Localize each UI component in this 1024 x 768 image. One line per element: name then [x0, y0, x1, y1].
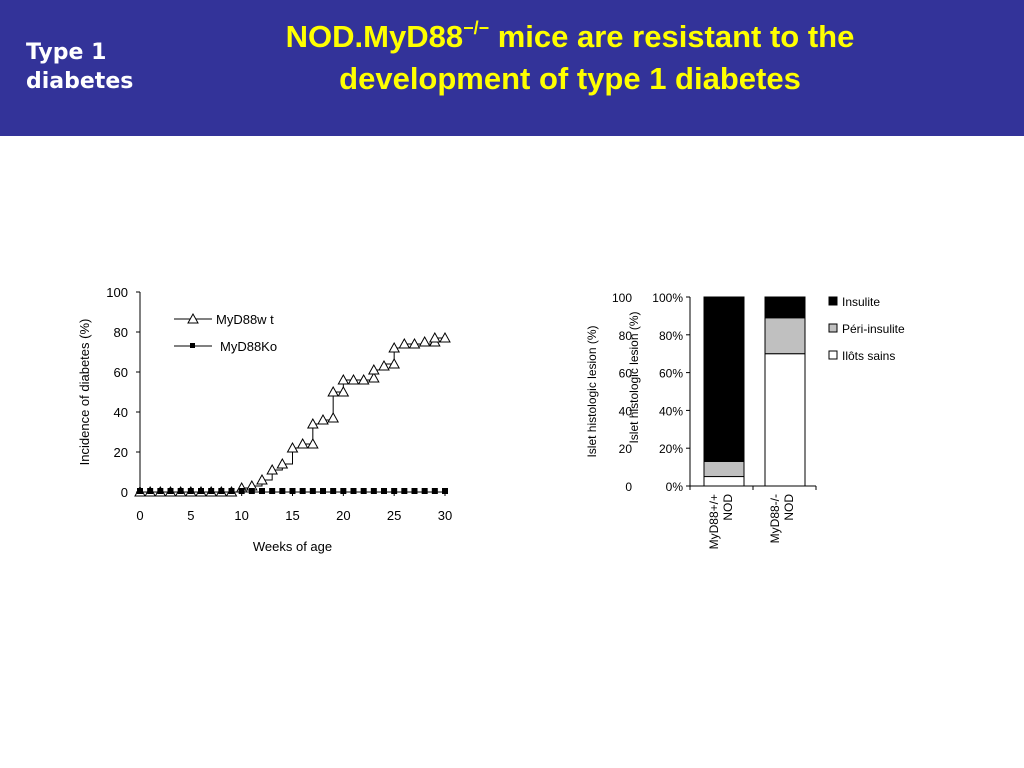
x-tick-label: 30 [438, 508, 452, 523]
data-point-myd88-ko [218, 488, 224, 494]
x-tick-label: 0 [136, 508, 143, 523]
diabetes-incidence-chart: 0 20 40 60 80 100 0 5 10 15 20 25 30 Weeks of age Inci… [60, 270, 480, 570]
data-point-myd88-ko [361, 488, 367, 494]
title-rest: mice are resistant to the [489, 19, 854, 54]
data-point-myd88-ko [300, 488, 306, 494]
data-point-myd88-ko [290, 488, 296, 494]
data-point-myd88-ko [340, 488, 346, 494]
x-tick-label: 15 [285, 508, 299, 523]
y-tick-label-right: 100% [652, 291, 683, 305]
section-label-line1: Type 1 [26, 38, 133, 67]
data-point-myd88-ko [269, 488, 275, 494]
bar-segment-p-ri-insulite [765, 318, 805, 354]
section-label: Type 1 diabetes [26, 38, 133, 96]
legend-marker-myd88-ko [190, 343, 195, 348]
y-tick-label: 40 [114, 405, 128, 420]
y-tick-label: 20 [114, 445, 128, 460]
y-axis-label: Islet histologic lesion (%) [585, 325, 599, 457]
data-point-myd88-ko [432, 488, 438, 494]
x-tick-label: 25 [387, 508, 401, 523]
data-point-myd88-ko [401, 488, 407, 494]
slide-title: NOD.MyD88−/− mice are resistant to the d… [230, 16, 910, 100]
y-tick-label-right: 60% [659, 367, 683, 381]
x-tick-label: 5 [187, 508, 194, 523]
legend-swatch [829, 324, 837, 332]
data-point-myd88-ko [168, 488, 174, 494]
series-line-myd88-wt [140, 338, 445, 492]
data-point-myd88-wt [420, 337, 430, 346]
y-tick-label-left: 100 [612, 291, 632, 305]
title-superscript: −/− [463, 18, 489, 38]
title-main: NOD.MyD88 [286, 19, 463, 54]
y-tick-label: 100 [106, 285, 128, 300]
data-point-myd88-ko [320, 488, 326, 494]
category-label: NOD [782, 494, 796, 521]
legend-swatch [829, 297, 837, 305]
data-point-myd88-ko [259, 488, 265, 494]
data-point-myd88-ko [351, 488, 357, 494]
data-point-myd88-ko [381, 488, 387, 494]
bar-segment-insulite [765, 297, 805, 318]
data-point-myd88-ko [157, 488, 163, 494]
data-point-myd88-ko [137, 488, 143, 494]
data-point-myd88-wt [379, 361, 389, 370]
bar-segment-il-ts-sains [704, 477, 744, 486]
legend-label: Péri-insulite [842, 322, 905, 336]
legend-label-myd88-ko: MyD88Ko [220, 339, 277, 354]
slide-title-line1: NOD.MyD88−/− mice are resistant to the [230, 16, 910, 58]
y-tick-label: 60 [114, 365, 128, 380]
y-axis-label-duplicate: Islet histologic lesion (%) [627, 311, 641, 443]
x-axis-label: Weeks of age [253, 539, 332, 554]
section-label-line2: diabetes [26, 67, 133, 96]
data-point-myd88-ko [198, 488, 204, 494]
data-point-myd88-ko [442, 488, 448, 494]
data-point-myd88-wt [328, 413, 338, 422]
data-point-myd88-ko [310, 488, 316, 494]
y-axis-label: Incidence of diabetes (%) [77, 319, 92, 466]
data-point-myd88-ko [330, 488, 336, 494]
data-point-myd88-ko [391, 488, 397, 494]
y-tick-label-left: 0 [625, 480, 632, 494]
category-label: NOD [721, 494, 735, 521]
data-point-myd88-ko [208, 488, 214, 494]
y-tick-label-right: 40% [659, 404, 683, 418]
data-point-myd88-ko [229, 488, 235, 494]
bar-segment-p-ri-insulite [704, 461, 744, 476]
x-tick-label: 10 [234, 508, 248, 523]
bar-segment-il-ts-sains [765, 354, 805, 486]
legend-label-myd88-wt: MyD88w t [216, 312, 274, 327]
y-tick-label-right: 0% [666, 480, 684, 494]
legend-swatch [829, 351, 837, 359]
data-point-myd88-ko [239, 488, 245, 494]
data-point-myd88-ko [412, 488, 418, 494]
x-tick-label: 20 [336, 508, 350, 523]
bar-segment-insulite [704, 297, 744, 461]
data-point-myd88-ko [371, 488, 377, 494]
data-point-myd88-ko [279, 488, 285, 494]
data-point-myd88-ko [178, 488, 184, 494]
y-tick-label: 80 [114, 325, 128, 340]
y-tick-label-right: 20% [659, 442, 683, 456]
legend-label: Insulite [842, 295, 880, 309]
data-point-myd88-ko [422, 488, 428, 494]
y-tick-label: 0 [121, 485, 128, 500]
category-label: MyD88-/- [768, 494, 782, 543]
legend-label: Ilôts sains [842, 349, 895, 363]
data-point-myd88-ko [188, 488, 194, 494]
title-banner: Type 1 diabetes NOD.MyD88−/− mice are re… [0, 0, 1024, 136]
category-label: MyD88+/+ [707, 494, 721, 549]
data-point-myd88-ko [249, 488, 255, 494]
data-point-myd88-ko [147, 488, 153, 494]
islet-lesion-chart: 0 20 40 60 80 100 0% 20% 40% 60% 80% 100% Islet hist… [570, 270, 950, 570]
y-tick-label-right: 80% [659, 329, 683, 343]
slide-title-line2: development of type 1 diabetes [230, 58, 910, 100]
